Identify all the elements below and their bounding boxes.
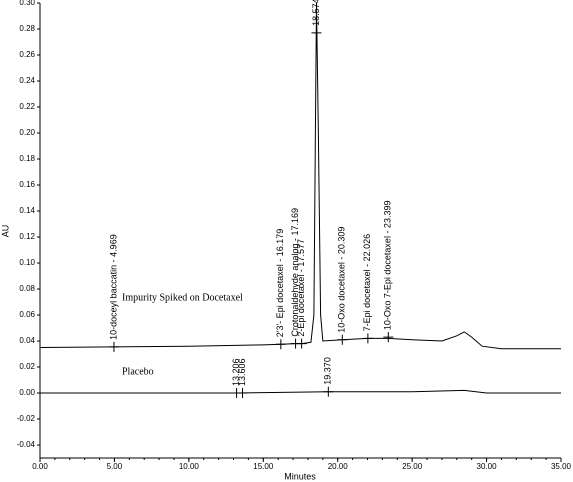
- peak-label: Crotonaldehyde analog - 17.169: [290, 208, 300, 337]
- y-tick-label: 0.14: [19, 206, 35, 215]
- y-tick-label: 0.26: [19, 50, 35, 59]
- trace-line: [40, 389, 561, 394]
- peak-marker: [296, 338, 307, 349]
- peak-marker: [275, 339, 286, 350]
- peak-label: 19.370: [323, 357, 333, 385]
- y-tick-label: -0.04: [17, 440, 36, 449]
- peak-label: 10-Oxo docetaxel - 20.309: [337, 227, 347, 333]
- peak-label: 7-Epi docetaxel - 22.026: [362, 234, 372, 332]
- y-tick-label: 0.16: [19, 180, 35, 189]
- peak-marker: [237, 388, 248, 398]
- y-tick-label: 0.22: [19, 102, 35, 111]
- x-tick-label: 10.00: [179, 462, 200, 471]
- y-tick-label: 0.28: [19, 24, 35, 33]
- x-tick-label: 35.00: [551, 462, 572, 471]
- x-tick-label: 0.00: [32, 462, 48, 471]
- trace-label: Impurity Spiked on Docetaxel: [122, 292, 243, 303]
- y-tick-label: 0.10: [19, 258, 35, 267]
- peak-marker: [311, 27, 322, 38]
- y-tick-label: 0.20: [19, 128, 35, 137]
- y-tick-label: 0.04: [19, 336, 35, 345]
- peak-label: 2-Epi docetaxel - 17.577: [296, 239, 306, 337]
- peak-label: 10-doceyl baccatin - 4.969: [108, 234, 118, 340]
- peak-label: 13.606: [237, 358, 247, 386]
- y-tick-label: 0.24: [19, 76, 35, 85]
- peak-marker: [383, 332, 394, 343]
- peak-label: 2'3'- Epi docetaxel - 16.179: [275, 229, 285, 338]
- peak-marker: [323, 386, 334, 397]
- y-tick-label: 0.18: [19, 154, 35, 163]
- y-tick-label: -0.02: [17, 414, 36, 423]
- peak-label: 10-Oxo 7-Epi docetaxel - 23.399: [383, 201, 393, 331]
- peak-marker: [108, 341, 119, 352]
- peak-label: 13.206: [231, 358, 241, 386]
- peak-marker: [337, 334, 348, 345]
- y-tick-label: 0.30: [19, 0, 35, 7]
- y-tick-label: 0.08: [19, 284, 35, 293]
- y-tick-label: 0.06: [19, 310, 35, 319]
- peak-marker: [362, 333, 373, 344]
- x-tick-label: 5.00: [107, 462, 123, 471]
- x-tick-label: 30.00: [477, 462, 498, 471]
- x-tick-label: 25.00: [402, 462, 423, 471]
- x-tick-label: 20.00: [328, 462, 349, 471]
- y-tick-label: 0.02: [19, 362, 35, 371]
- trace-label: Placebo: [122, 366, 154, 377]
- x-axis-label: Minutes: [284, 471, 316, 481]
- y-tick-label: 0.12: [19, 232, 35, 241]
- x-tick-label: 15.00: [253, 462, 274, 471]
- peak-label: 18.574: [311, 0, 321, 26]
- y-tick-label: 0.00: [19, 388, 35, 397]
- y-axis-label: AU: [0, 225, 10, 238]
